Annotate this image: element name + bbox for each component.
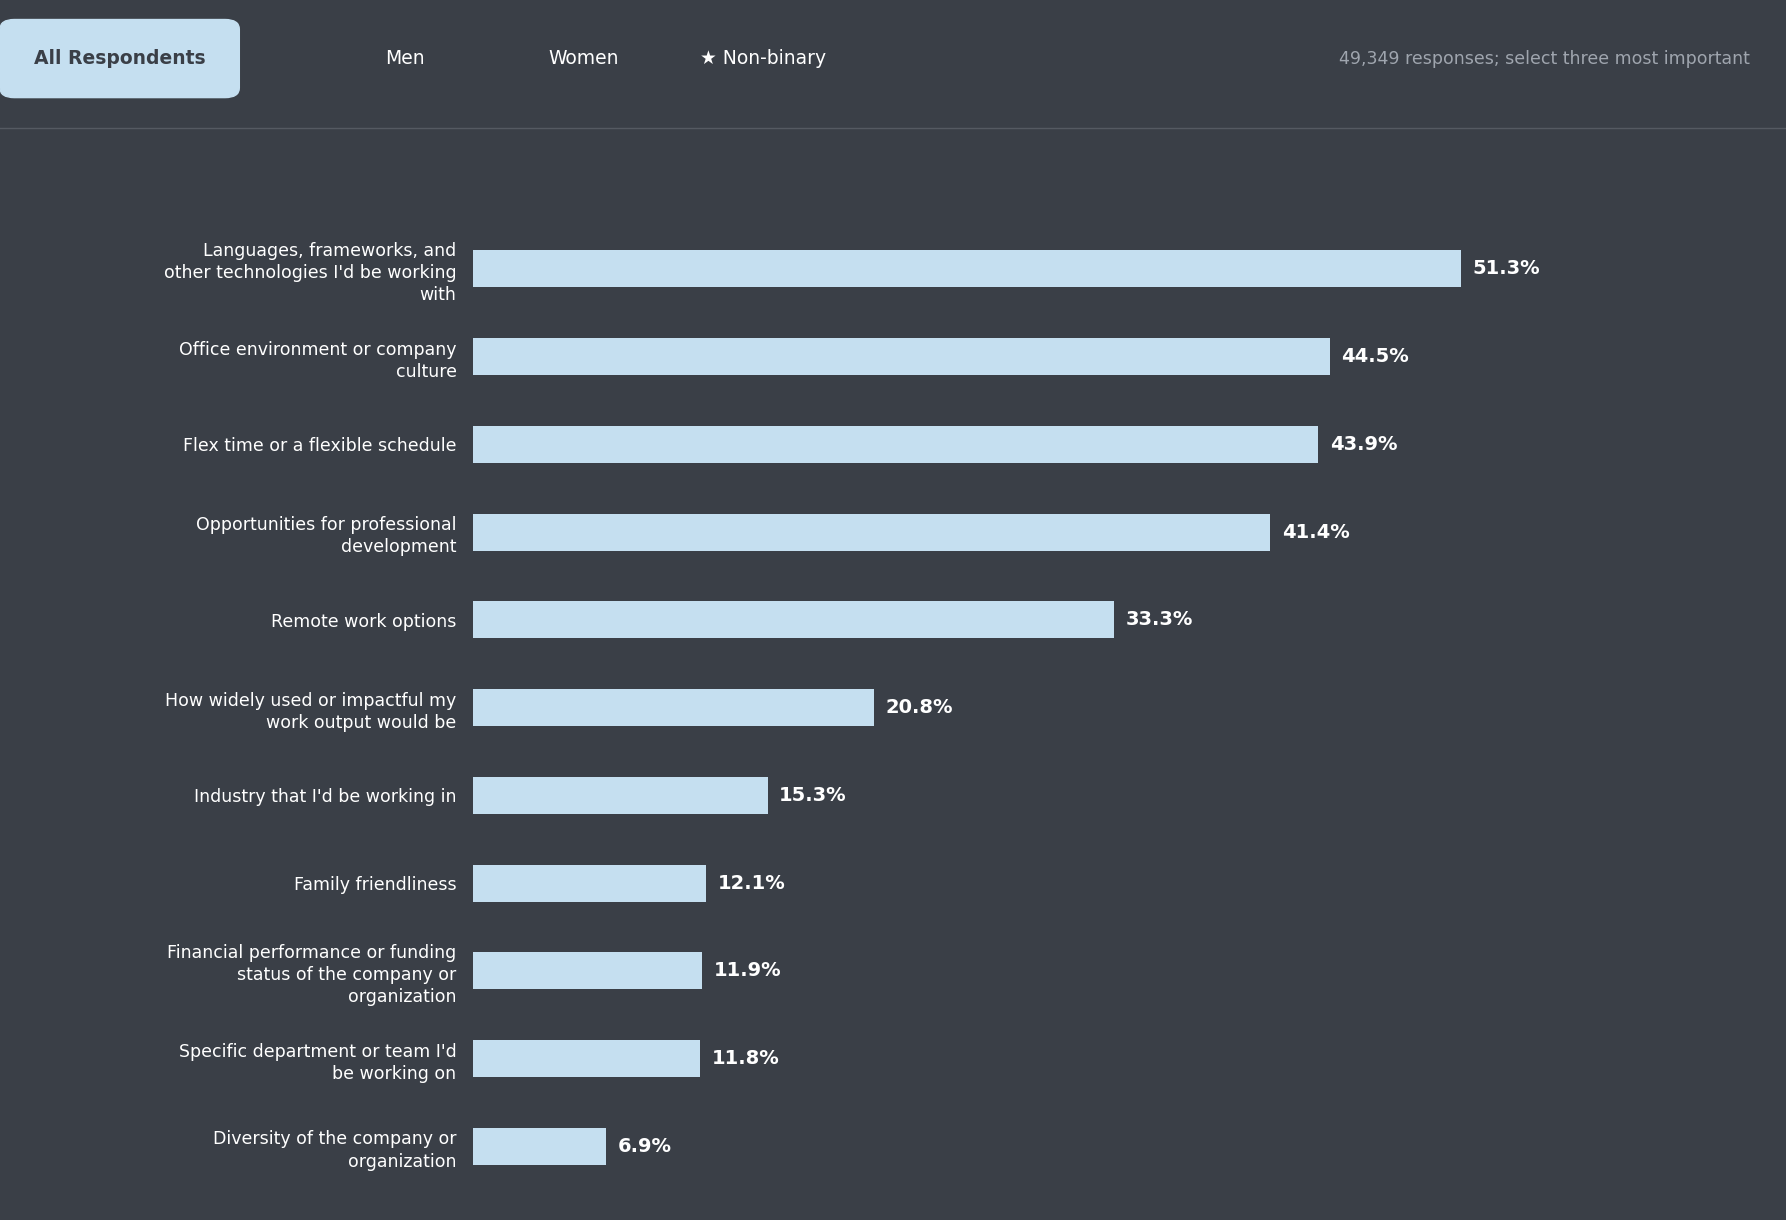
Bar [473, 953, 702, 989]
Text: 15.3%: 15.3% [779, 786, 847, 805]
Bar [473, 601, 1114, 638]
Text: 6.9%: 6.9% [618, 1137, 672, 1155]
Text: 11.9%: 11.9% [714, 961, 782, 981]
Bar [473, 865, 705, 902]
Bar [473, 514, 1270, 550]
Bar [473, 1128, 605, 1165]
Bar [473, 338, 1331, 375]
Text: 11.8%: 11.8% [713, 1049, 780, 1069]
Bar [473, 426, 1318, 462]
Text: 44.5%: 44.5% [1341, 346, 1409, 366]
Text: Women: Women [548, 49, 620, 68]
Text: ★ Non-binary: ★ Non-binary [700, 49, 825, 68]
Text: 51.3%: 51.3% [1472, 260, 1540, 278]
Text: Men: Men [386, 49, 425, 68]
Text: 12.1%: 12.1% [718, 874, 786, 893]
Text: 20.8%: 20.8% [886, 698, 952, 717]
Text: 33.3%: 33.3% [1125, 610, 1193, 630]
Text: 49,349 responses; select three most important: 49,349 responses; select three most impo… [1340, 50, 1750, 67]
Bar [473, 689, 873, 726]
Text: 43.9%: 43.9% [1331, 434, 1397, 454]
Bar [473, 777, 768, 814]
Bar [473, 1041, 700, 1077]
Text: All Respondents: All Respondents [34, 49, 205, 68]
Text: 41.4%: 41.4% [1282, 522, 1350, 542]
Bar [473, 250, 1461, 287]
